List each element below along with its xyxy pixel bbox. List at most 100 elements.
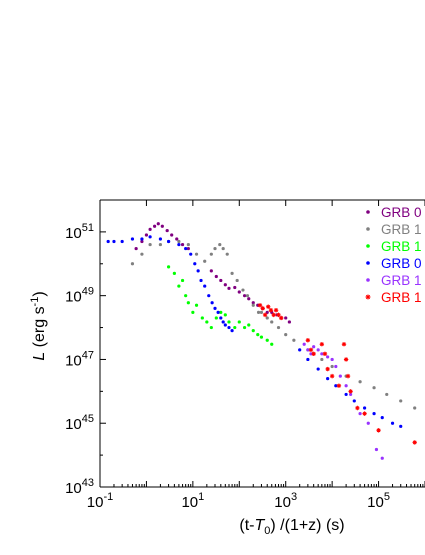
y-tick-label: 1051 (65, 222, 94, 242)
data-point (380, 416, 384, 420)
data-point (330, 364, 334, 369)
data-point (265, 338, 269, 342)
data-point (270, 320, 274, 324)
axes: 10-1 101 103 105 1043 1045 1047 1049 1051 (65, 199, 425, 511)
legend-item: GRB 1 (365, 290, 422, 305)
data-point (194, 303, 199, 307)
data-point (322, 351, 328, 357)
data-point (160, 224, 164, 228)
data-point (380, 456, 384, 460)
data-point (180, 242, 185, 247)
x-tick-label: 101 (181, 491, 204, 511)
data-point (186, 301, 190, 305)
legend-label: GRB 1 (381, 239, 422, 254)
data-point (358, 412, 362, 416)
data-point (390, 421, 395, 425)
data-point (134, 246, 138, 251)
legend-item: GRB 1 (366, 239, 422, 254)
data-point (186, 246, 190, 251)
data-point (273, 308, 279, 313)
data-point (175, 237, 179, 241)
series-5 (257, 303, 417, 445)
data-point (196, 269, 200, 273)
data-point (271, 312, 276, 318)
series-3 (106, 235, 403, 428)
data-point (148, 242, 152, 247)
data-point (247, 297, 251, 301)
legend-marker (366, 278, 370, 282)
data-point (130, 237, 135, 241)
data-point (172, 271, 176, 275)
data-point (330, 357, 334, 362)
data-point (241, 288, 245, 292)
x-tick-label: 105 (367, 491, 390, 511)
data-point (355, 405, 360, 411)
data-point (334, 384, 338, 388)
data-point (260, 306, 265, 311)
data-point (344, 384, 348, 388)
data-point (166, 265, 171, 269)
data-point (235, 278, 239, 283)
series-1 (130, 239, 417, 410)
data-point (225, 252, 229, 256)
data-point (320, 357, 324, 362)
data-point (344, 392, 348, 397)
data-point (326, 355, 330, 359)
data-point (362, 411, 367, 416)
data-point (140, 237, 144, 241)
data-point (199, 278, 203, 283)
data-point (251, 329, 255, 333)
data-point (140, 252, 144, 256)
data-point (372, 386, 376, 390)
data-point (227, 320, 231, 324)
data-point (336, 383, 342, 388)
data-point (166, 239, 171, 244)
data-point (227, 286, 231, 290)
data-point (399, 424, 403, 428)
legend-item: GRB 0 (366, 256, 422, 271)
series-0 (134, 222, 291, 324)
data-point (210, 301, 214, 305)
x-tick-label: 10-1 (87, 491, 113, 511)
data-point (385, 392, 389, 397)
legend-label: GRB 1 (381, 273, 422, 288)
data-point (130, 262, 135, 266)
data-point (242, 294, 247, 298)
series-4 (302, 342, 384, 460)
data-point (156, 222, 160, 226)
data-point (325, 366, 330, 372)
data-point (219, 278, 223, 283)
data-point (302, 342, 306, 346)
data-point (309, 352, 313, 356)
data-point (251, 301, 255, 305)
data-point (334, 364, 338, 369)
data-point (230, 329, 234, 333)
data-point (329, 373, 335, 379)
series-2 (166, 265, 274, 346)
data-point (349, 392, 353, 397)
data-point (308, 347, 314, 353)
data-point (203, 259, 207, 263)
data-point (265, 316, 269, 320)
data-point (209, 252, 213, 256)
data-point (209, 325, 213, 330)
data-point (242, 325, 247, 330)
data-point (223, 323, 227, 327)
data-point (194, 252, 199, 256)
data-point (276, 325, 281, 330)
data-point (191, 310, 195, 314)
data-point (223, 313, 227, 317)
data-point (158, 237, 163, 241)
data-point (214, 274, 218, 279)
data-point (237, 290, 241, 294)
data-point (186, 242, 190, 247)
data-point (213, 246, 217, 251)
data-point (112, 239, 116, 244)
data-point (177, 284, 181, 288)
data-point (144, 233, 149, 237)
data-point (184, 294, 188, 298)
data-point (233, 325, 237, 330)
data-marks (106, 222, 417, 460)
data-point (227, 325, 231, 330)
